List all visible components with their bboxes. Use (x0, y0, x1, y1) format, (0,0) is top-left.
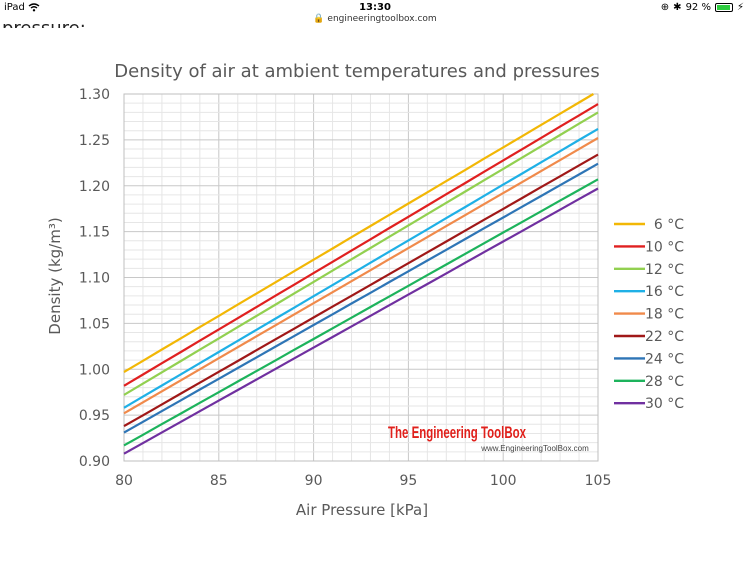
y-tick-label: 1.10 (79, 271, 110, 287)
y-tick-label: 1.15 (79, 225, 110, 241)
x-tick-label: 95 (399, 473, 417, 489)
series-line-22c (123, 153, 599, 428)
status-bar: iPad 13:30 🔒 engineeringtoolbox.com ⊕ ✱ … (0, 0, 750, 28)
x-tick-label: 85 (210, 473, 228, 489)
y-tick-label: 0.95 (79, 408, 110, 424)
series-line-18c (123, 137, 599, 415)
series-line-6c (123, 93, 594, 373)
y-tick-label: 1.25 (79, 133, 110, 149)
legend-label: 12 °C (645, 262, 684, 278)
y-tick-label: 1.20 (79, 179, 110, 195)
battery-percent: 92 % (685, 2, 711, 13)
y-tick-label: 0.90 (79, 454, 110, 470)
legend-label: 6 °C (654, 217, 684, 233)
y-tick-label: 1.30 (79, 87, 110, 103)
url-bar[interactable]: 🔒 engineeringtoolbox.com (0, 14, 750, 24)
wifi-icon (28, 2, 40, 11)
battery-icon (714, 3, 733, 12)
x-axis-label: Air Pressure [kPa] (296, 501, 428, 519)
series-line-16c (123, 127, 599, 409)
x-tick-label: 90 (305, 473, 323, 489)
series-line-28c (123, 178, 599, 447)
series-line-12c (123, 111, 599, 396)
series-line-24c (123, 162, 599, 434)
status-time: 13:30 (359, 2, 391, 13)
x-tick-label: 105 (585, 473, 612, 489)
x-tick-label: 100 (490, 473, 517, 489)
legend-label: 28 °C (645, 374, 684, 390)
battery-fill (716, 5, 730, 10)
legend-label: 18 °C (645, 307, 684, 323)
url-text: engineeringtoolbox.com (327, 14, 437, 24)
legend-label: 16 °C (645, 284, 684, 300)
plot-frame (123, 93, 599, 462)
legend-label: 22 °C (645, 329, 684, 345)
y-tick-label: 1.00 (79, 362, 110, 378)
page-cut-text: pressure: (2, 14, 86, 28)
device-label: iPad (4, 2, 25, 13)
charging-icon: ⚡ (736, 2, 744, 13)
legend-label: 10 °C (645, 239, 684, 255)
series-line-30c (123, 187, 599, 455)
status-right: ⊕ ✱ 92 % ⚡ (661, 2, 744, 13)
lock-icon: 🔒 (313, 14, 325, 24)
watermark-brand: The Engineering ToolBox (388, 423, 526, 442)
chart-ticks: 80 85 90 95 100 105 0.90 0.95 1.00 1.05 1.10 1.15 1.… (79, 87, 612, 489)
series-line-10c (123, 103, 599, 387)
legend-label: 24 °C (645, 351, 684, 367)
chart-series (123, 93, 599, 455)
chart-legend: 6 °C 10 °C 12 °C 16 °C 18 °C 22 °C 24 °C 28 °C 3… (614, 217, 684, 412)
bluetooth-icon: ✱ (673, 2, 682, 13)
orientation-lock-icon: ⊕ (660, 2, 670, 13)
legend-label: 30 °C (645, 396, 684, 412)
chart-title: Density of air at ambient temperatures a… (114, 61, 599, 82)
x-tick-label: 80 (115, 473, 133, 489)
y-tick-label: 1.05 (79, 316, 110, 332)
watermark: The Engineering ToolBox www.EngineeringT… (388, 423, 589, 453)
y-axis-label: Density (kg/m³) (46, 217, 64, 334)
status-left: iPad (4, 2, 40, 13)
watermark-url: www.EngineeringToolBox.com (480, 444, 589, 453)
